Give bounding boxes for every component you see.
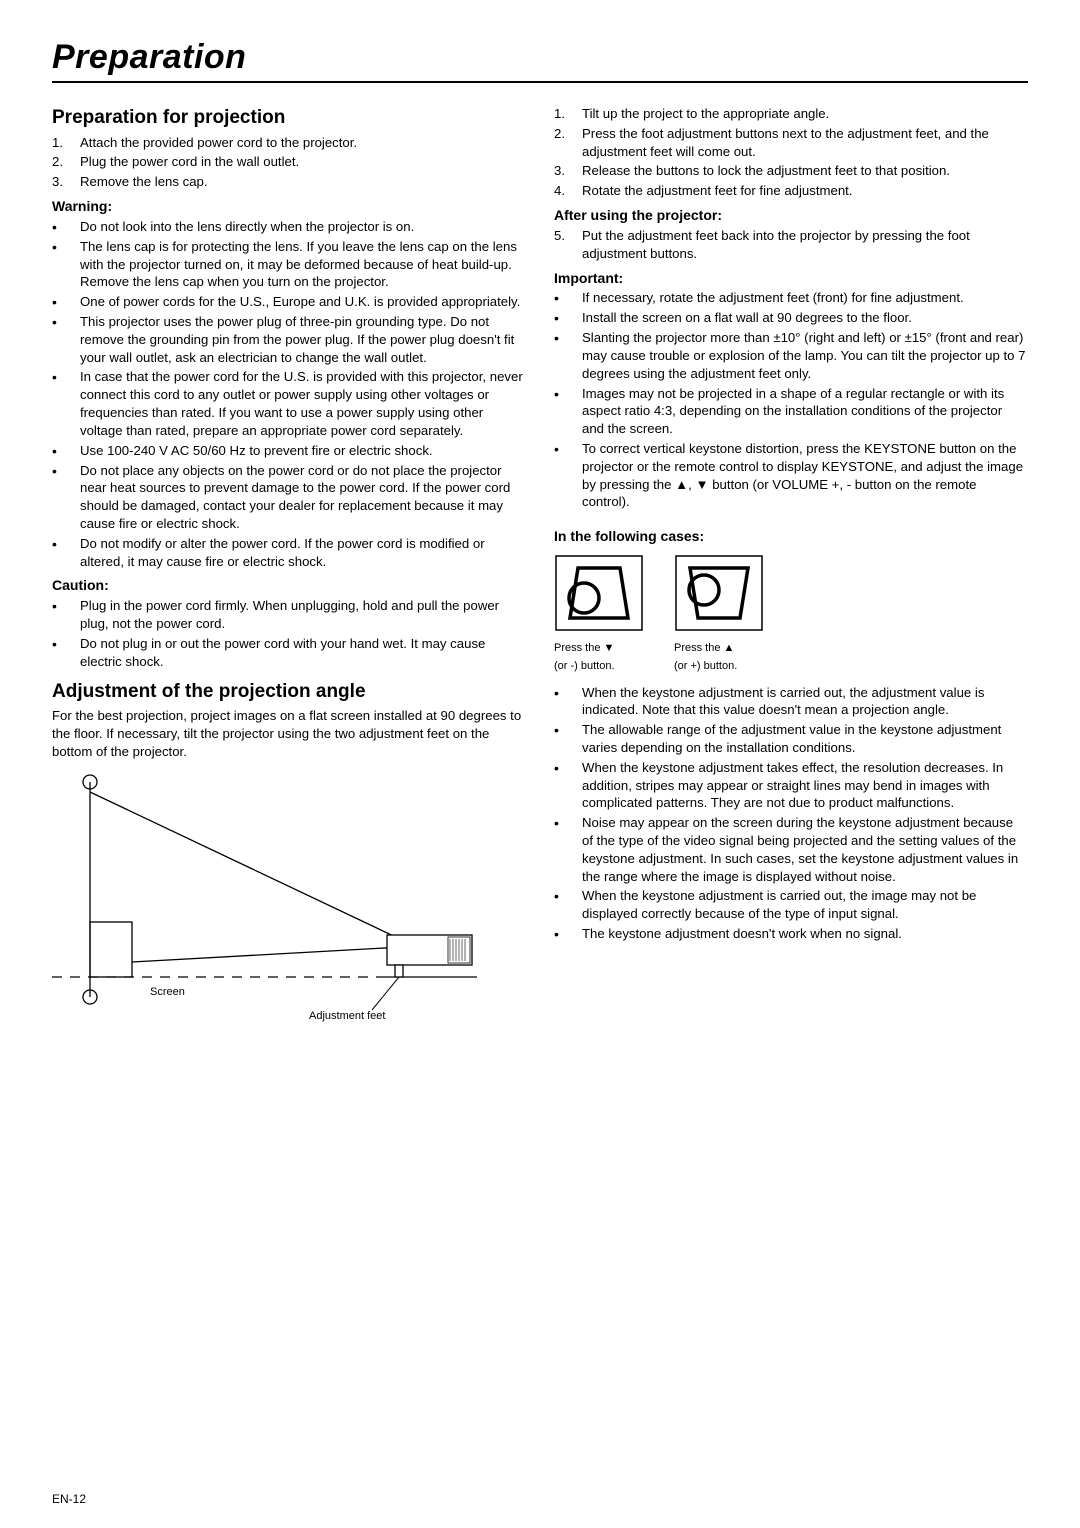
tilt-step: 2.Press the foot adjustment buttons next… xyxy=(554,125,1026,161)
kd-caption-up-2: (or +) button. xyxy=(674,659,774,673)
keystone-down: Press the ▼ (or -) button. xyxy=(554,554,654,673)
heading-preparation: Preparation for projection xyxy=(52,105,524,131)
important-heading: Important: xyxy=(554,269,1026,288)
cases-heading: In the following cases: xyxy=(554,527,1026,546)
adjustment-intro: For the best projection, project images … xyxy=(52,707,524,760)
prep-step-2: 2.Plug the power cord in the wall outlet… xyxy=(52,153,524,171)
note-item: Noise may appear on the screen during th… xyxy=(554,814,1026,885)
after-step: 5.Put the adjustment feet back into the … xyxy=(554,227,1026,263)
kd-caption-up-1: Press the ▲ xyxy=(674,641,774,655)
caution-item: Plug in the power cord firmly. When unpl… xyxy=(52,597,524,633)
prep-step-3-text: Remove the lens cap. xyxy=(80,174,208,189)
warning-item: Do not place any objects on the power co… xyxy=(52,462,524,533)
note-item: When the keystone adjustment is carried … xyxy=(554,887,1026,923)
warning-item: This projector uses the power plug of th… xyxy=(52,313,524,366)
warning-item: Do not modify or alter the power cord. I… xyxy=(52,535,524,571)
important-item: Install the screen on a flat wall at 90 … xyxy=(554,309,1026,327)
caution-heading: Caution: xyxy=(52,576,524,595)
warning-heading: Warning: xyxy=(52,197,524,216)
note-item: When the keystone adjustment is carried … xyxy=(554,684,1026,720)
tilt-step: 4.Rotate the adjustment feet for fine ad… xyxy=(554,182,1026,200)
tilt-step: 1.Tilt up the project to the appropriate… xyxy=(554,105,1026,123)
important-item: Images may not be projected in a shape o… xyxy=(554,385,1026,438)
prep-step-2-text: Plug the power cord in the wall outlet. xyxy=(80,154,299,169)
page-number: EN-12 xyxy=(52,1492,86,1506)
content-columns: Preparation for projection 1.Attach the … xyxy=(52,105,1028,1034)
right-column: 1.Tilt up the project to the appropriate… xyxy=(554,105,1026,1034)
important-item: If necessary, rotate the adjustment feet… xyxy=(554,289,1026,307)
notes-list: When the keystone adjustment is carried … xyxy=(554,684,1026,943)
warning-item: In case that the power cord for the U.S.… xyxy=(52,368,524,439)
important-list: If necessary, rotate the adjustment feet… xyxy=(554,289,1026,511)
screen-label: Screen xyxy=(150,986,185,998)
prep-steps: 1.Attach the provided power cord to the … xyxy=(52,134,524,191)
section-preparation: Preparation for projection 1.Attach the … xyxy=(52,105,524,671)
feet-label: Adjustment feet xyxy=(309,1010,385,1022)
important-item: To correct vertical keystone distortion,… xyxy=(554,440,1026,511)
tilt-step: 3.Release the buttons to lock the adjust… xyxy=(554,162,1026,180)
note-item: When the keystone adjustment takes effec… xyxy=(554,759,1026,812)
warning-item: Use 100-240 V AC 50/60 Hz to prevent fir… xyxy=(52,442,524,460)
prep-step-1: 1.Attach the provided power cord to the … xyxy=(52,134,524,152)
caution-item: Do not plug in or out the power cord wit… xyxy=(52,635,524,671)
prep-step-1-text: Attach the provided power cord to the pr… xyxy=(80,135,357,150)
warning-item: One of power cords for the U.S., Europe … xyxy=(52,293,524,311)
kd-caption-down-1: Press the ▼ xyxy=(554,641,654,655)
keystone-diagrams: Press the ▼ (or -) button. Press the ▲ (… xyxy=(554,554,1026,673)
warning-list: Do not look into the lens directly when … xyxy=(52,218,524,570)
caution-list: Plug in the power cord firmly. When unpl… xyxy=(52,597,524,670)
after-steps: 5.Put the adjustment feet back into the … xyxy=(554,227,1026,263)
important-item: Slanting the projector more than ±10° (r… xyxy=(554,329,1026,382)
page-title: Preparation xyxy=(52,38,1028,83)
tilt-steps: 1.Tilt up the project to the appropriate… xyxy=(554,105,1026,200)
warning-item: Do not look into the lens directly when … xyxy=(52,218,524,236)
prep-step-3: 3.Remove the lens cap. xyxy=(52,173,524,191)
keystone-up: Press the ▲ (or +) button. xyxy=(674,554,774,673)
after-heading: After using the projector: xyxy=(554,206,1026,225)
section-adjustment: Adjustment of the projection angle For t… xyxy=(52,679,524,1027)
note-item: The keystone adjustment doesn't work whe… xyxy=(554,925,1026,943)
projection-diagram: Screen xyxy=(52,767,524,1027)
kd-caption-down-2: (or -) button. xyxy=(554,659,654,673)
warning-item: The lens cap is for protecting the lens.… xyxy=(52,238,524,291)
left-column: Preparation for projection 1.Attach the … xyxy=(52,105,524,1034)
heading-adjustment: Adjustment of the projection angle xyxy=(52,679,524,705)
note-item: The allowable range of the adjustment va… xyxy=(554,721,1026,757)
